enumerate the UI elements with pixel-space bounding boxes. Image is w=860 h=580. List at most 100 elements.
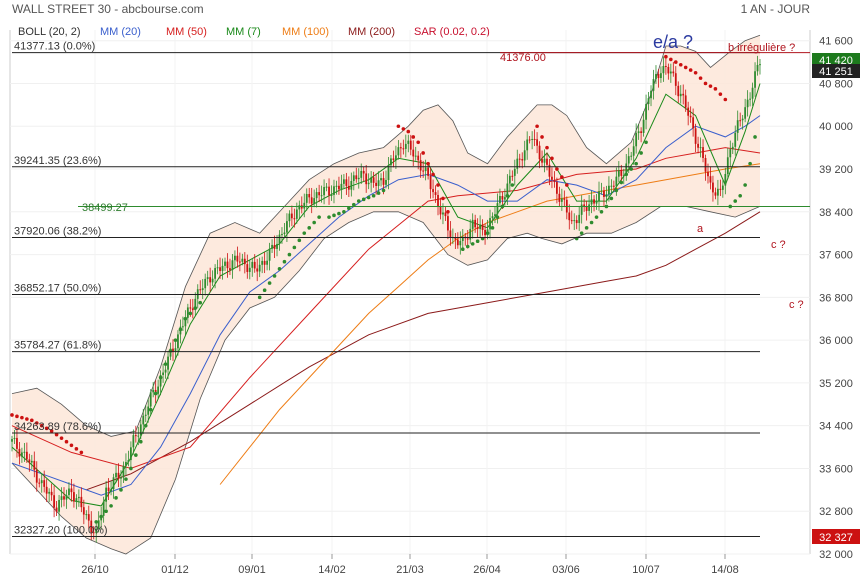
candle-body-87: [226, 261, 229, 269]
y-tick-label-7: 37 600: [819, 250, 853, 262]
sar-dot-5-4-1: [505, 193, 510, 198]
fib-label-5: 34263.89 (78.6%): [14, 421, 101, 433]
candle-body-251: [632, 146, 635, 156]
candle-body-154: [392, 158, 395, 161]
bollinger-upper: [11, 34, 761, 437]
candle-body-231: [583, 204, 586, 207]
candle-body-98: [253, 261, 256, 269]
candle-body-135: [345, 179, 348, 186]
candle-body-118: [303, 202, 306, 209]
candle-body-282: [709, 176, 712, 183]
sar-dot-1-0-1: [99, 514, 103, 519]
candle-body-297: [746, 99, 749, 108]
low-price-value: 32 327: [819, 532, 853, 544]
candle-body-142: [362, 170, 365, 174]
candle-body-64: [169, 348, 172, 357]
candle-body-221: [558, 193, 561, 202]
candle-body-109: [281, 234, 283, 236]
candle-body-195: [494, 214, 496, 217]
candle-body-6: [25, 451, 28, 460]
sar-dot-2-3-1: [307, 226, 312, 230]
sar-dot-1-0-0: [94, 520, 99, 524]
y-tick-label-3: 34 400: [819, 421, 853, 433]
sar-dot-3-1-2: [352, 202, 356, 207]
candle-body-46: [125, 461, 127, 466]
candle-body-99: [256, 268, 259, 272]
candle-body-24: [70, 488, 73, 493]
last-price-tag: 41 251: [812, 64, 860, 78]
candle-body-102: [263, 260, 266, 265]
candle-body-152: [387, 165, 390, 181]
candle-body-54: [144, 414, 147, 416]
sar-dot-6-2-1: [560, 175, 564, 179]
candle-body-163: [414, 155, 417, 157]
candle-body-70: [184, 317, 187, 327]
x-tick-label-7: 10/07: [632, 564, 660, 576]
candle-body-30: [85, 514, 88, 516]
candle-body-184: [466, 238, 469, 240]
sar-dot-0-1-1: [34, 421, 39, 425]
candle-body-226: [570, 220, 573, 222]
candle-body-69: [182, 326, 184, 328]
sar-dot-9-3-0: [748, 161, 752, 166]
fib-label-6: 32327.20 (100.0%): [14, 525, 108, 537]
y-tick-label-9: 39 200: [819, 164, 853, 176]
sar-dot-1-7-2: [178, 327, 183, 332]
candle-body-167: [424, 167, 427, 172]
candle-body-298: [749, 98, 751, 100]
sar-dot-6-0-1: [540, 135, 544, 139]
candle-body-220: [556, 182, 558, 194]
candle-body-268: [674, 73, 677, 86]
candle-body-165: [419, 160, 422, 171]
candle-body-89: [231, 260, 234, 271]
candle-body-219: [553, 179, 556, 183]
sar-dot-2-1-0: [272, 274, 277, 278]
candle-body-153: [390, 158, 392, 166]
candle-body-287: [721, 185, 724, 190]
candle-body-44: [120, 477, 122, 479]
sar-dot-7-4-1: [619, 180, 624, 185]
candle-body-76: [199, 289, 202, 291]
low-price-tag: 32 327: [812, 529, 860, 544]
candle-body-285: [716, 188, 719, 196]
candle-body-206: [521, 159, 524, 161]
candle-body-232: [585, 206, 588, 211]
fibonacci-levels: 41377.13 (0.0%) 39241.35 (23.6%) 37920.06 …: [12, 41, 810, 538]
candle-body-39: [107, 487, 110, 491]
candle-body-124: [318, 192, 321, 196]
candle-body-50: [134, 435, 137, 437]
candle-body-136: [347, 185, 350, 190]
sar-dot-1-end: [198, 300, 203, 305]
candle-body-83: [216, 267, 219, 269]
sar-dot-2-0-1: [262, 288, 267, 293]
y-tick-label-8: 38 400: [819, 207, 853, 219]
candle-body-235: [593, 199, 595, 204]
candle-body-59: [157, 386, 160, 394]
candle-body-250: [630, 155, 633, 157]
candle-body-77: [201, 288, 204, 291]
candle-body-302: [759, 64, 761, 66]
sar-dot-1-7-1: [173, 338, 178, 342]
candle-body-53: [142, 415, 145, 425]
candle-body-16: [50, 491, 53, 496]
candle-body-198: [501, 196, 504, 200]
candlesticks: [11, 55, 761, 543]
sar-dot-7-2-1: [599, 209, 604, 214]
sar-dot-8-2-0: [683, 65, 688, 70]
candle-body-223: [563, 198, 566, 200]
candle-body-170: [432, 189, 434, 193]
candle-body-294: [739, 120, 742, 122]
sar-dot-8-3-0: [693, 70, 698, 75]
sar-dot-8-4-1: [708, 84, 713, 88]
sar-dot-5-3-0: [490, 226, 495, 230]
sar-dot-5-1-0: [470, 242, 475, 246]
candle-body-47: [127, 460, 130, 462]
candle-body-113: [290, 213, 293, 219]
candle-body-255: [642, 119, 645, 133]
candle-body-100: [258, 264, 261, 272]
candle-body-284: [714, 192, 717, 196]
legend-item-5: MM (200): [348, 26, 395, 38]
candle-body-119: [305, 193, 308, 203]
candle-body-182: [461, 236, 464, 241]
